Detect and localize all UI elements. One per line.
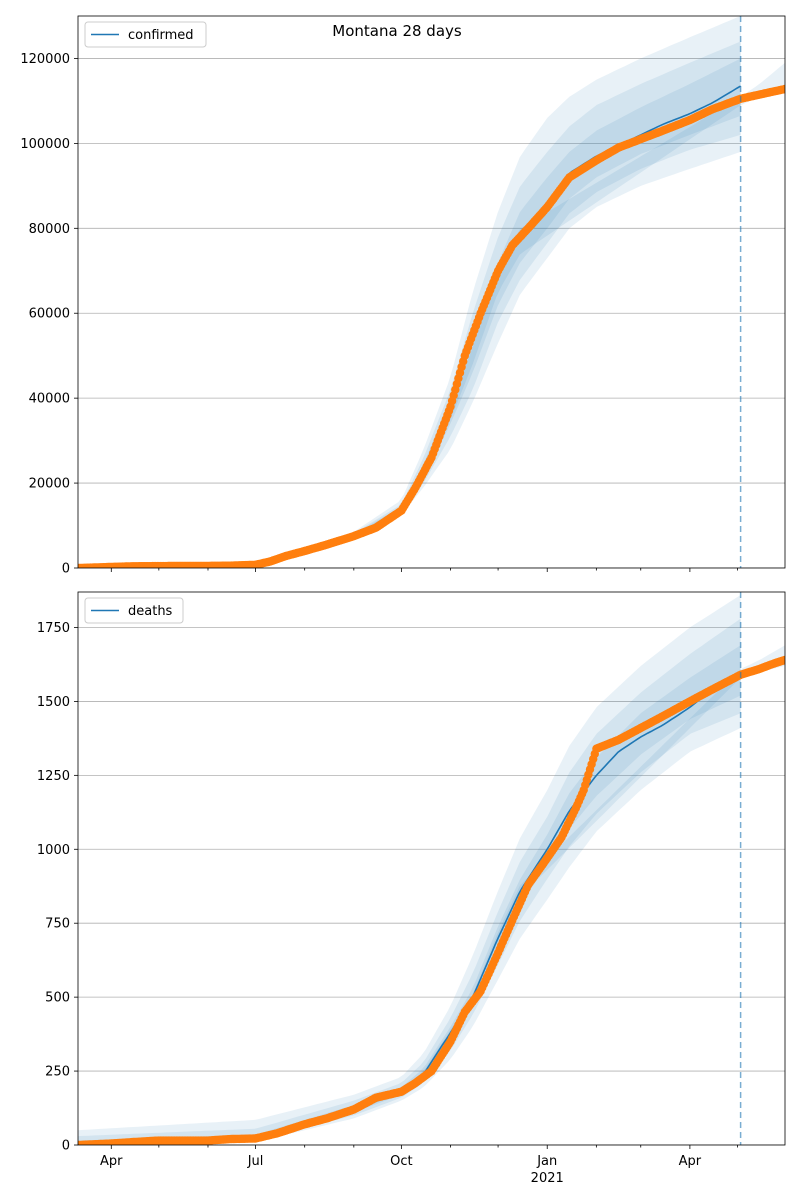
y-tick-label: 0 [62, 1139, 70, 1154]
y-tick-label: 40000 [29, 392, 70, 407]
y-tick-label: 1250 [37, 769, 70, 784]
uncertainty-band [78, 645, 741, 1145]
y-tick-label: 120000 [20, 52, 70, 67]
observed-point [780, 84, 785, 94]
x-tick-year-label: 2021 [531, 1171, 564, 1186]
x-tick-label: Oct [390, 1154, 412, 1169]
chart-title: Montana 28 days [332, 22, 462, 40]
uncertainty-band [78, 16, 741, 568]
x-axis: Apr Jul Oct Jan Apr 2021 [100, 1154, 702, 1186]
y-tick-label: 20000 [29, 477, 70, 492]
uncertainty-band [78, 595, 741, 1145]
legend-label: confirmed [128, 28, 194, 43]
x-tick-label: Apr [100, 1154, 123, 1169]
y-tick-label: 80000 [29, 222, 70, 237]
axes-frame [77, 15, 786, 569]
y-tick-label: 60000 [29, 307, 70, 322]
legend: confirmed [84, 21, 207, 48]
uncertainty-band [78, 645, 785, 1144]
plot-area [78, 595, 785, 1145]
y-tick-label: 1750 [37, 621, 70, 636]
plot-area [78, 16, 785, 568]
y-tick-label: 750 [45, 917, 70, 932]
x-tick-label: Jan [536, 1154, 557, 1169]
uncertainty-band [78, 58, 741, 568]
legend-box [84, 21, 207, 48]
x-tick-label: Jul [247, 1154, 264, 1169]
x-tick-label: Apr [679, 1154, 702, 1169]
y-tick-label: 500 [45, 991, 70, 1006]
legend-box [84, 597, 184, 624]
uncertainty-band [78, 618, 741, 1145]
observed-point [780, 655, 785, 665]
y-tick-label: 1500 [37, 695, 70, 710]
y-tick-label: 250 [45, 1065, 70, 1080]
deaths-panel: 0 250 500 750 1000 1250 1500 1750 deaths [37, 591, 786, 1154]
y-tick-label: 100000 [20, 137, 70, 152]
y-tick-label: 0 [62, 562, 70, 577]
axes-frame [77, 591, 786, 1146]
legend-label: deaths [128, 604, 173, 619]
y-tick-label: 1000 [37, 843, 70, 858]
legend: deaths [84, 597, 184, 624]
uncertainty-band [78, 62, 785, 568]
confirmed-panel: 0 20000 40000 60000 80000 100000 120000 confirm… [20, 15, 786, 577]
